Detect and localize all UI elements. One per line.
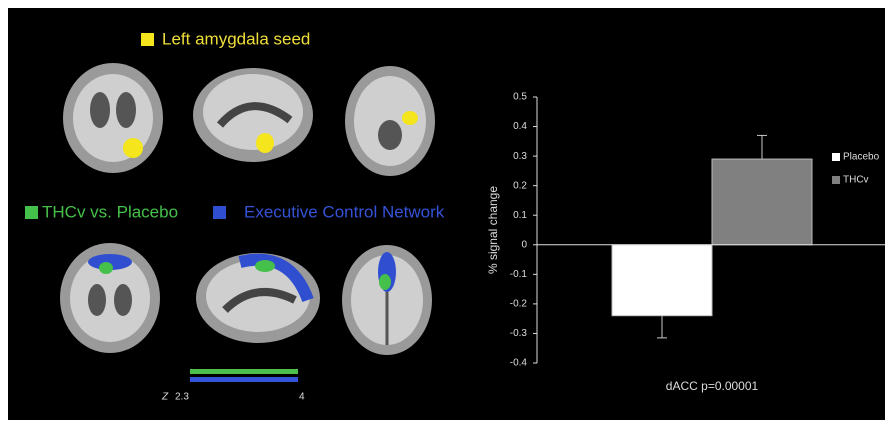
y-tick-label: -0.3	[510, 328, 528, 339]
x-category-label: dACC p=0.00001	[666, 379, 759, 393]
seed-swatch	[141, 33, 154, 46]
legend-label: Placebo	[843, 152, 880, 163]
page: Left amygdala seed THCv vs. Placebo Exec…	[0, 0, 893, 436]
y-tick-label: 0.3	[513, 151, 527, 162]
brain-axial-bottom	[342, 245, 432, 355]
brain-axial-top	[345, 66, 435, 176]
y-tick-label: 0.2	[513, 180, 527, 191]
colorbar-green	[190, 369, 298, 374]
legend-label: THCv	[843, 175, 869, 186]
contrast-swatch	[25, 206, 38, 219]
network-label: Executive Control Network	[244, 202, 445, 221]
y-tick-label: 0.4	[513, 121, 527, 132]
y-tick-label: 0.1	[513, 210, 527, 221]
brain-sagittal-top	[193, 68, 313, 162]
figure: Left amygdala seed THCv vs. Placebo Exec…	[0, 0, 893, 431]
brain-coronal-bottom	[60, 243, 160, 353]
contrast-label: THCv vs. Placebo	[42, 202, 178, 221]
colorbar-min: 2.3	[175, 392, 189, 403]
colorbar-label: Z	[161, 392, 169, 403]
y-tick-label: -0.4	[510, 358, 528, 369]
brain-sagittal-bottom	[196, 253, 320, 343]
bar	[612, 245, 712, 316]
seed-label: Left amygdala seed	[162, 29, 310, 48]
y-tick-label: 0.5	[513, 92, 527, 103]
legend-swatch	[832, 176, 840, 184]
y-tick-label: -0.2	[510, 299, 528, 310]
y-tick-label: 0	[521, 239, 527, 250]
y-tick-label: -0.1	[510, 269, 528, 280]
y-axis-label: % signal change	[486, 186, 500, 274]
network-swatch	[213, 206, 226, 219]
colorbar-blue	[190, 377, 298, 382]
colorbar-max: 4	[299, 392, 305, 403]
legend-swatch	[832, 153, 840, 161]
brain-coronal-top	[63, 63, 163, 173]
bar	[712, 159, 812, 245]
